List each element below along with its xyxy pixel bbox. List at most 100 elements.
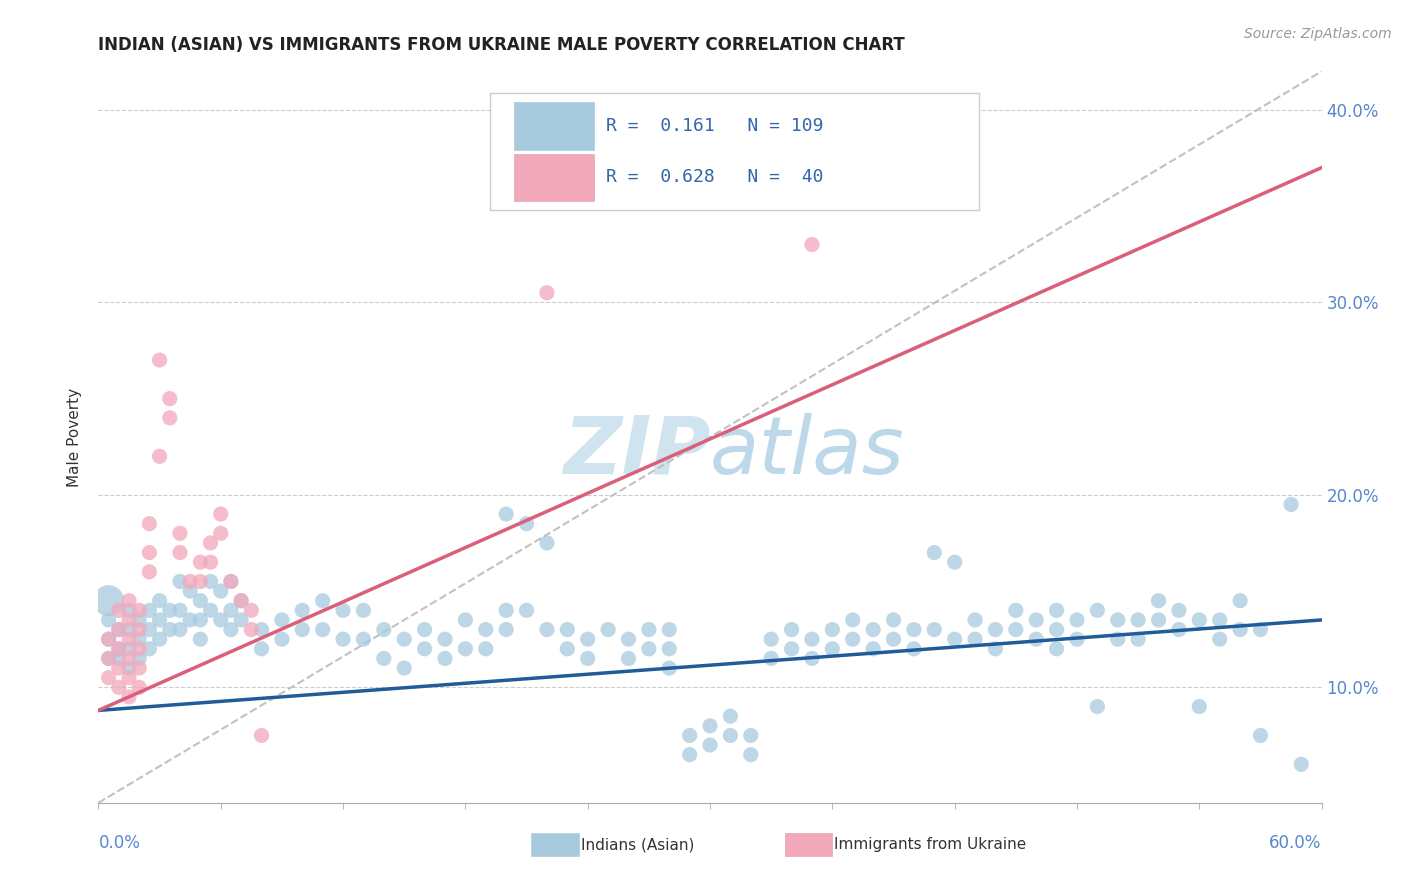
- Point: [179, 574, 201, 589]
- Point: [128, 651, 150, 665]
- Point: [536, 623, 558, 637]
- Point: [1128, 632, 1150, 647]
- Point: [1004, 603, 1026, 617]
- Point: [118, 661, 141, 675]
- Point: [188, 555, 212, 569]
- Point: [1147, 593, 1170, 607]
- Point: [1209, 613, 1232, 627]
- Point: [821, 641, 844, 656]
- Point: [108, 651, 131, 665]
- Text: R =  0.628   N =  40: R = 0.628 N = 40: [606, 169, 824, 186]
- Point: [108, 603, 131, 617]
- Point: [108, 661, 131, 675]
- Point: [118, 651, 141, 665]
- Point: [179, 584, 201, 599]
- Point: [495, 603, 517, 617]
- Text: R =  0.161   N = 109: R = 0.161 N = 109: [606, 117, 824, 136]
- Point: [250, 623, 273, 637]
- Point: [1249, 623, 1271, 637]
- Point: [1045, 623, 1069, 637]
- Point: [149, 632, 172, 647]
- Point: [270, 613, 294, 627]
- Point: [270, 632, 294, 647]
- Point: [219, 603, 242, 617]
- Point: [761, 632, 783, 647]
- Point: [149, 593, 172, 607]
- Point: [159, 392, 181, 406]
- Point: [557, 623, 579, 637]
- Point: [658, 623, 681, 637]
- Point: [200, 536, 222, 550]
- Point: [128, 661, 150, 675]
- Point: [1167, 623, 1189, 637]
- Point: [862, 623, 884, 637]
- Point: [219, 574, 242, 589]
- Point: [231, 593, 253, 607]
- Point: [1085, 699, 1108, 714]
- Text: INDIAN (ASIAN) VS IMMIGRANTS FROM UKRAINE MALE POVERTY CORRELATION CHART: INDIAN (ASIAN) VS IMMIGRANTS FROM UKRAIN…: [98, 36, 905, 54]
- Point: [188, 593, 212, 607]
- Point: [413, 623, 436, 637]
- Point: [658, 661, 681, 675]
- Point: [1291, 757, 1313, 772]
- Point: [801, 632, 824, 647]
- Point: [138, 516, 160, 531]
- Point: [179, 613, 201, 627]
- Point: [138, 641, 160, 656]
- Point: [159, 410, 181, 425]
- Text: atlas: atlas: [710, 413, 905, 491]
- Point: [188, 613, 212, 627]
- Point: [434, 651, 457, 665]
- Point: [231, 593, 253, 607]
- Point: [118, 603, 141, 617]
- Point: [352, 603, 374, 617]
- Point: [1107, 613, 1129, 627]
- Point: [1025, 613, 1047, 627]
- Point: [118, 641, 141, 656]
- Point: [699, 738, 721, 752]
- Point: [97, 613, 120, 627]
- Point: [128, 641, 150, 656]
- Point: [188, 632, 212, 647]
- Point: [1025, 632, 1047, 647]
- Point: [138, 565, 160, 579]
- Point: [169, 545, 191, 559]
- Point: [392, 661, 416, 675]
- Point: [97, 593, 120, 607]
- Point: [1209, 632, 1232, 647]
- Point: [332, 603, 354, 617]
- Point: [965, 613, 987, 627]
- Point: [159, 603, 181, 617]
- Point: [699, 719, 721, 733]
- Point: [250, 728, 273, 742]
- Point: [312, 593, 335, 607]
- Point: [903, 641, 925, 656]
- Point: [943, 555, 966, 569]
- Point: [118, 690, 141, 704]
- Point: [495, 623, 517, 637]
- Point: [740, 728, 762, 742]
- Text: 60.0%: 60.0%: [1270, 834, 1322, 852]
- Point: [128, 681, 150, 695]
- Point: [159, 623, 181, 637]
- Point: [97, 632, 120, 647]
- Point: [219, 623, 242, 637]
- Point: [720, 728, 742, 742]
- Point: [761, 651, 783, 665]
- Point: [149, 450, 172, 464]
- Point: [240, 623, 263, 637]
- Point: [434, 632, 457, 647]
- Text: Indians (Asian): Indians (Asian): [581, 838, 695, 852]
- Point: [557, 641, 579, 656]
- Point: [128, 603, 150, 617]
- Point: [801, 237, 824, 252]
- Point: [169, 603, 191, 617]
- Point: [118, 613, 141, 627]
- Point: [1188, 613, 1211, 627]
- Point: [1066, 632, 1088, 647]
- Point: [1066, 613, 1088, 627]
- Point: [291, 623, 314, 637]
- Text: ZIP: ZIP: [562, 413, 710, 491]
- FancyBboxPatch shape: [515, 103, 593, 150]
- Point: [536, 285, 558, 300]
